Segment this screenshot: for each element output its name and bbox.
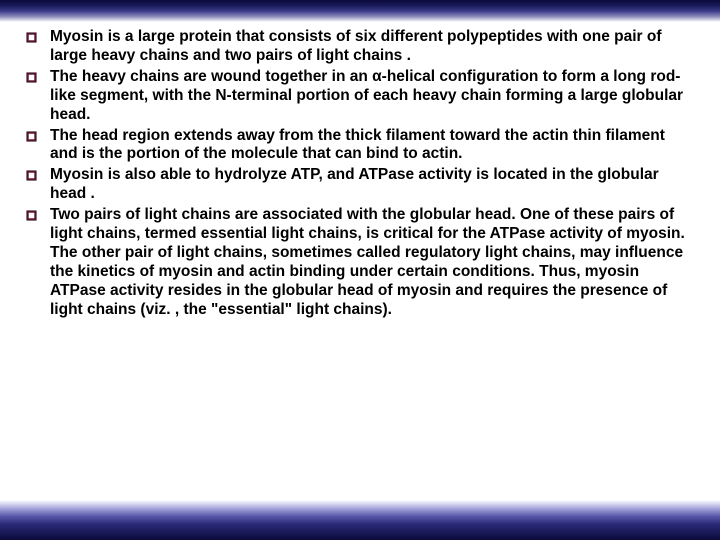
list-item: Myosin is also able to hydrolyze ATP, an…: [20, 166, 690, 204]
content-area: Myosin is a large protein that consists …: [20, 28, 690, 500]
list-item-text: The heavy chains are wound together in a…: [42, 68, 690, 125]
list-item-text: Myosin is also able to hydrolyze ATP, an…: [42, 166, 690, 204]
top-border: [0, 0, 720, 22]
bullet-icon: [20, 28, 42, 43]
bullet-icon: [20, 68, 42, 83]
bullet-icon: [20, 127, 42, 142]
bullet-icon: [20, 166, 42, 181]
list-item-text: Two pairs of light chains are associated…: [42, 206, 690, 319]
list-item: The heavy chains are wound together in a…: [20, 68, 690, 125]
list-item: Myosin is a large protein that consists …: [20, 28, 690, 66]
list-item: The head region extends away from the th…: [20, 127, 690, 165]
bullet-icon: [20, 206, 42, 221]
list-item: Two pairs of light chains are associated…: [20, 206, 690, 319]
list-item-text: The head region extends away from the th…: [42, 127, 690, 165]
list-item-text: Myosin is a large protein that consists …: [42, 28, 690, 66]
bottom-border: [0, 500, 720, 540]
